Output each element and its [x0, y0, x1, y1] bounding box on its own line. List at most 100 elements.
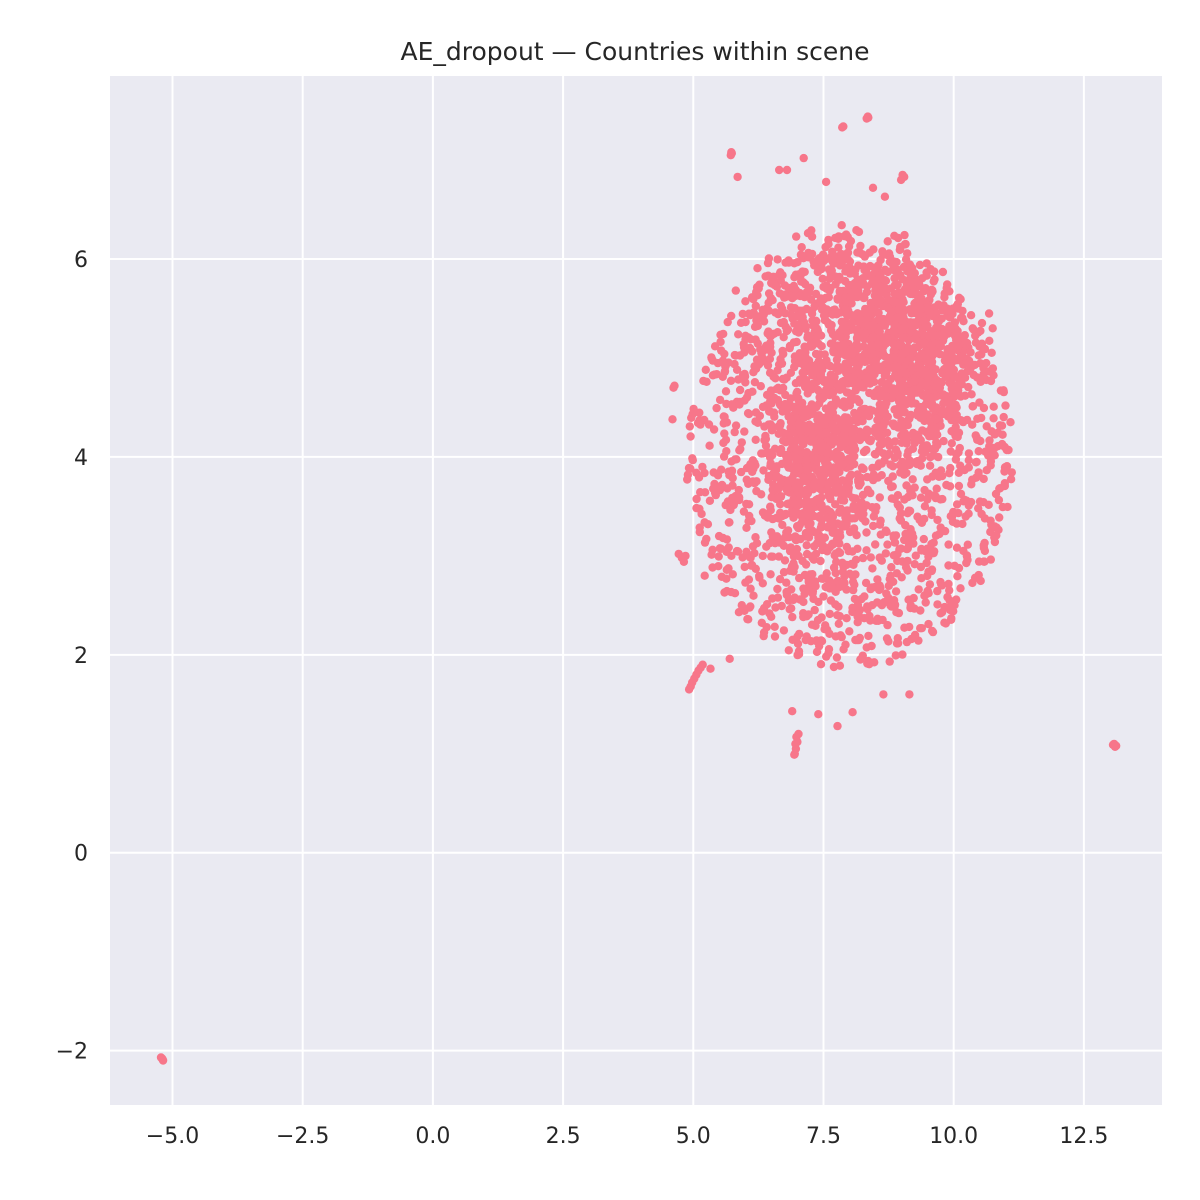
- data-point: [921, 598, 930, 607]
- data-point: [708, 563, 717, 572]
- data-point: [158, 1055, 167, 1064]
- data-point: [885, 657, 894, 666]
- data-point: [784, 283, 793, 293]
- data-point: [727, 467, 736, 477]
- data-point: [995, 513, 1004, 522]
- data-point: [825, 543, 835, 552]
- data-point: [956, 391, 965, 401]
- data-point: [966, 311, 976, 320]
- data-point: [814, 254, 823, 264]
- data-point: [941, 372, 950, 381]
- data-point: [802, 541, 811, 550]
- data-point: [952, 543, 962, 552]
- data-point: [819, 472, 828, 481]
- data-point: [826, 379, 835, 388]
- data-point: [935, 468, 944, 478]
- data-point: [925, 393, 934, 402]
- data-point: [831, 472, 840, 481]
- data-point: [945, 603, 955, 612]
- data-point: [891, 405, 901, 414]
- data-point: [871, 286, 880, 296]
- data-point: [976, 359, 985, 368]
- x-tick-label: −5.0: [146, 1124, 199, 1149]
- data-point: [709, 484, 718, 493]
- data-point: [719, 438, 728, 448]
- data-point: [740, 562, 749, 572]
- data-point: [809, 481, 819, 491]
- data-point: [826, 437, 835, 446]
- data-point: [854, 411, 863, 420]
- data-point: [807, 232, 817, 241]
- data-point: [890, 274, 899, 283]
- data-point: [828, 247, 837, 256]
- data-point: [735, 400, 744, 409]
- data-point: [849, 358, 858, 367]
- data-point: [882, 428, 892, 437]
- y-tick-label: 2: [74, 644, 88, 669]
- data-point: [926, 290, 936, 299]
- data-point: [811, 621, 820, 630]
- data-point: [798, 398, 807, 408]
- data-point: [783, 526, 793, 535]
- data-point: [852, 339, 861, 349]
- data-point: [980, 344, 990, 354]
- data-point: [800, 342, 809, 351]
- data-point: [856, 504, 865, 513]
- data-point: [997, 421, 1007, 430]
- data-point: [921, 547, 930, 556]
- data-point: [813, 385, 823, 395]
- data-point: [840, 578, 849, 588]
- data-point: [841, 424, 851, 434]
- data-point: [752, 283, 762, 292]
- data-point: [835, 508, 844, 517]
- data-point: [747, 561, 756, 570]
- data-point: [733, 172, 742, 182]
- data-point: [719, 412, 728, 421]
- data-point: [979, 474, 988, 484]
- data-point: [931, 414, 941, 424]
- data-point: [989, 402, 998, 411]
- data-point: [799, 278, 808, 287]
- data-point: [788, 707, 797, 716]
- data-point: [822, 356, 831, 365]
- data-point: [802, 495, 811, 505]
- data-point: [829, 388, 838, 397]
- data-point: [932, 484, 941, 493]
- data-point: [810, 302, 819, 312]
- data-point: [933, 430, 942, 439]
- data-point: [735, 446, 744, 455]
- data-point: [792, 406, 801, 415]
- data-point: [805, 505, 814, 515]
- data-point: [862, 282, 872, 291]
- data-point: [790, 562, 799, 572]
- data-point: [845, 473, 854, 482]
- data-point: [701, 365, 710, 374]
- data-point: [782, 406, 792, 415]
- data-point: [919, 534, 928, 544]
- data-point: [824, 491, 833, 500]
- data-point: [866, 437, 875, 446]
- data-point: [839, 397, 848, 406]
- data-point: [944, 561, 953, 570]
- data-point: [915, 260, 925, 270]
- data-point: [914, 585, 923, 594]
- data-point: [831, 425, 840, 435]
- data-point: [846, 373, 856, 383]
- data-point: [825, 274, 834, 283]
- data-point: [790, 304, 799, 313]
- data-point: [956, 461, 965, 470]
- data-point: [765, 354, 775, 364]
- data-point: [784, 458, 793, 467]
- data-point: [932, 317, 942, 326]
- data-point: [793, 650, 802, 660]
- data-point: [837, 325, 847, 334]
- data-point: [868, 333, 877, 342]
- data-point: [827, 517, 836, 526]
- data-point: [974, 504, 983, 513]
- data-point: [794, 729, 803, 739]
- data-point: [747, 463, 756, 472]
- data-point: [884, 581, 893, 590]
- data-point: [913, 456, 922, 466]
- data-point: [871, 540, 880, 549]
- data-point: [781, 399, 790, 409]
